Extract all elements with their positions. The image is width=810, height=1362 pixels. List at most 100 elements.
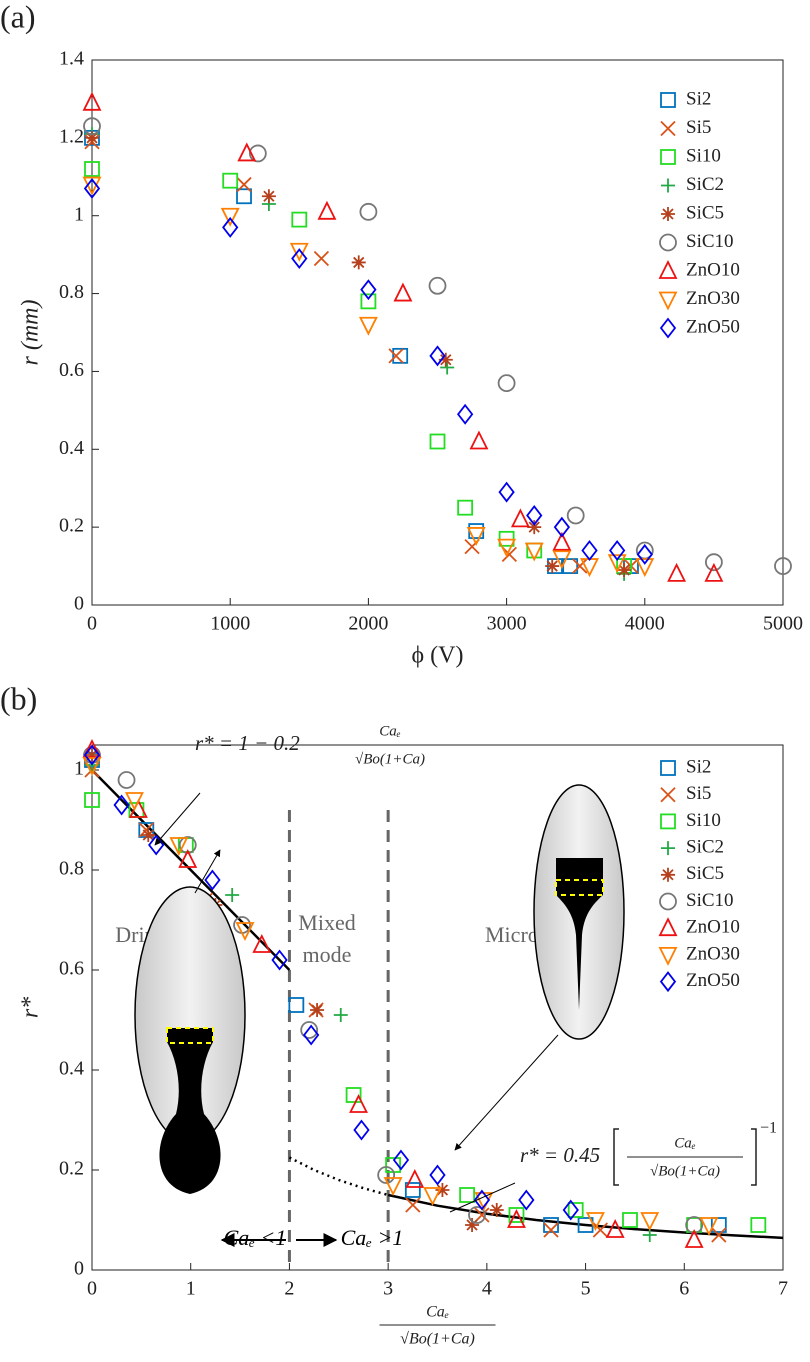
legend-marker bbox=[661, 178, 675, 193]
marker bbox=[636, 543, 653, 565]
y-tick-label: 1 bbox=[74, 758, 84, 780]
fit-line bbox=[91, 769, 291, 971]
x-tick-label: 2000 bbox=[348, 613, 388, 635]
marker bbox=[497, 374, 516, 393]
marker bbox=[518, 1189, 535, 1211]
legend-marker bbox=[660, 120, 676, 137]
marker bbox=[204, 869, 221, 891]
x-tick-label: 7 bbox=[778, 1278, 788, 1300]
regime-label: Caₑ >1 bbox=[341, 1225, 404, 1250]
y-tick-label: 0 bbox=[74, 1258, 84, 1280]
marker bbox=[220, 207, 240, 227]
x-tick-label: 5 bbox=[581, 1278, 591, 1300]
marker bbox=[705, 553, 723, 572]
marker bbox=[310, 1003, 325, 1017]
y-tick-label: 0.2 bbox=[59, 515, 84, 537]
marker bbox=[457, 499, 474, 516]
marker bbox=[83, 117, 101, 136]
legend-marker bbox=[660, 787, 676, 803]
marker bbox=[667, 562, 687, 582]
marker bbox=[237, 142, 257, 162]
legend-marker bbox=[660, 813, 676, 830]
marker bbox=[585, 1212, 605, 1232]
marker bbox=[291, 248, 308, 270]
y-axis-label: r (mm) bbox=[18, 300, 44, 366]
legend-marker bbox=[661, 841, 675, 856]
bracket bbox=[613, 1128, 757, 1186]
legend-marker bbox=[658, 947, 678, 966]
region-label: Mixed bbox=[298, 910, 355, 935]
panel-label: (a) bbox=[0, 0, 36, 34]
legend-label: Si2 bbox=[686, 756, 711, 777]
equation: √Bo(1+Ca) bbox=[355, 751, 425, 767]
legend-label: SiC10 bbox=[686, 890, 734, 911]
x-tick-label: 5000 bbox=[763, 613, 803, 635]
marker bbox=[82, 91, 102, 111]
marker bbox=[468, 1206, 486, 1224]
marker bbox=[572, 558, 588, 574]
marker bbox=[617, 562, 632, 577]
marker bbox=[711, 1227, 727, 1243]
marker bbox=[435, 1183, 450, 1197]
marker bbox=[383, 1177, 403, 1197]
marker bbox=[333, 1008, 348, 1022]
panel-label: (b) bbox=[0, 680, 37, 716]
legend-label: Si5 bbox=[686, 117, 711, 138]
marker bbox=[388, 348, 404, 364]
marker bbox=[438, 352, 453, 367]
marker bbox=[607, 554, 627, 574]
marker bbox=[622, 1212, 638, 1228]
marker bbox=[222, 216, 239, 238]
equation: Caₑ bbox=[674, 1135, 696, 1151]
marker bbox=[169, 837, 189, 857]
marker bbox=[498, 481, 515, 503]
legend-label: Si5 bbox=[686, 783, 711, 804]
marker bbox=[526, 504, 543, 526]
legend-label: ZnO10 bbox=[686, 259, 740, 280]
x-tick-label: 0 bbox=[87, 613, 97, 635]
marker bbox=[527, 520, 542, 535]
marker bbox=[291, 211, 308, 228]
marker bbox=[141, 828, 156, 842]
y-tick-label: 0.8 bbox=[59, 858, 84, 880]
marker bbox=[474, 1207, 490, 1223]
marker bbox=[82, 738, 102, 758]
marker bbox=[113, 794, 130, 816]
marker bbox=[360, 279, 377, 301]
y-tick-label: 0.4 bbox=[59, 1058, 84, 1080]
plot-area bbox=[91, 59, 784, 606]
x-tick-label: 3 bbox=[383, 1278, 393, 1300]
legend-marker bbox=[658, 259, 678, 279]
marker bbox=[392, 347, 409, 364]
legend-marker bbox=[660, 760, 676, 776]
marker bbox=[83, 744, 101, 766]
legend-label: SiC2 bbox=[686, 174, 724, 195]
marker bbox=[524, 542, 544, 562]
marker bbox=[82, 757, 102, 777]
marker bbox=[429, 345, 446, 367]
marker bbox=[349, 1093, 368, 1113]
equation: −1 bbox=[760, 1120, 777, 1137]
marker bbox=[552, 531, 572, 551]
equation: Caₑ bbox=[379, 723, 401, 739]
marker bbox=[440, 360, 455, 375]
marker bbox=[393, 282, 413, 302]
marker bbox=[497, 538, 517, 558]
legend-label: Si10 bbox=[686, 145, 721, 166]
marker bbox=[235, 922, 255, 942]
marker bbox=[353, 1119, 370, 1141]
legend-marker bbox=[660, 92, 676, 108]
marker bbox=[635, 558, 655, 578]
legend-label: ZnO50 bbox=[686, 970, 740, 991]
marker bbox=[236, 176, 252, 193]
marker bbox=[429, 433, 446, 450]
marker bbox=[566, 506, 585, 525]
x-tick-label: 1000 bbox=[210, 613, 250, 635]
insets bbox=[134, 784, 625, 1247]
marker bbox=[117, 771, 136, 789]
marker bbox=[252, 933, 272, 953]
marker bbox=[84, 161, 100, 177]
y-axis-label: r* bbox=[18, 997, 44, 1018]
x-axis-label: ϕ (V) bbox=[412, 643, 464, 669]
